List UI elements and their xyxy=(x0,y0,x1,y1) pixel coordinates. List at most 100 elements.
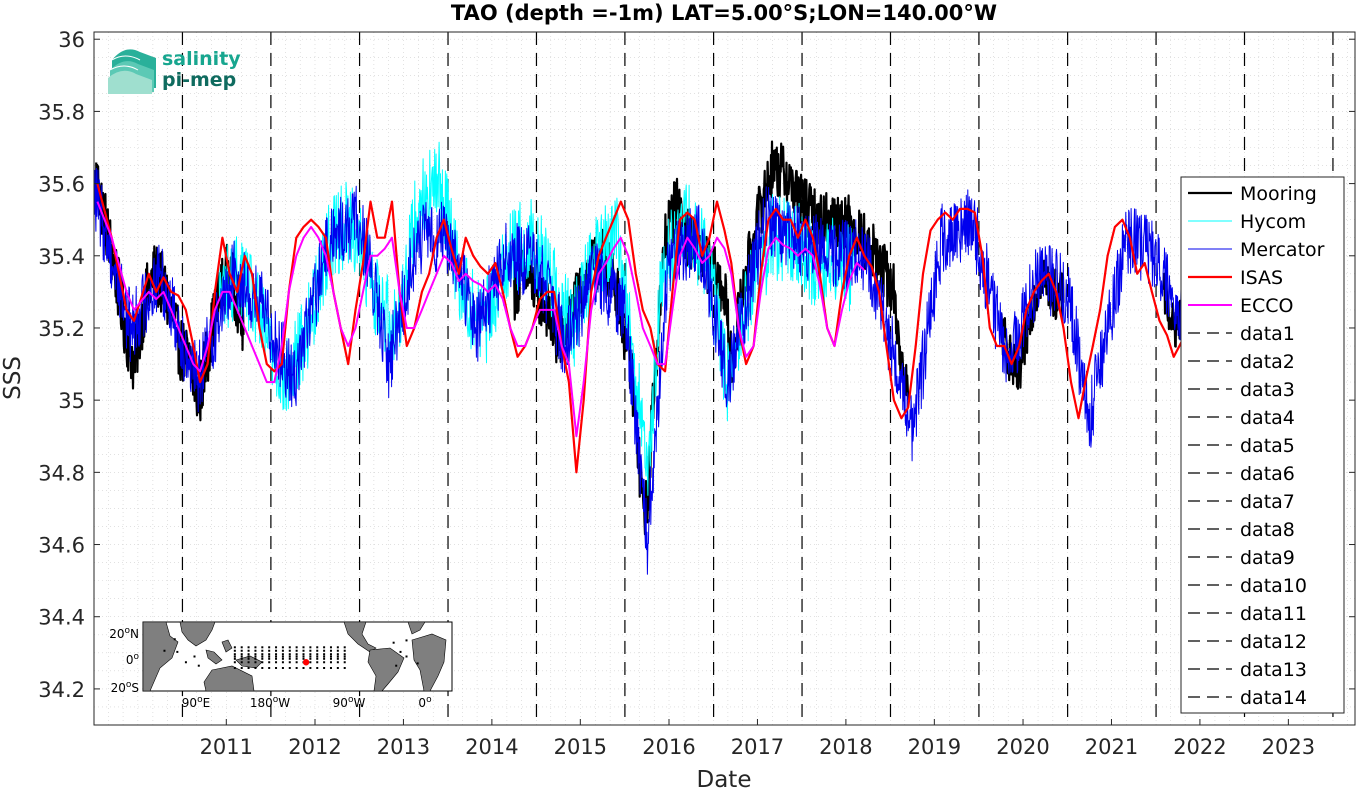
x-tick-label: 2016 xyxy=(642,735,695,759)
mooring-dot xyxy=(233,657,236,660)
inset-lat-label: 20oS xyxy=(111,680,139,695)
mooring-dot xyxy=(392,641,395,644)
mooring-dot xyxy=(329,655,332,658)
legend-label: data6 xyxy=(1240,463,1295,485)
mooring-dot xyxy=(261,646,264,649)
location-inset-map: 20oN 0o 20oS 90oE 180oW 90oW 0o xyxy=(109,621,453,710)
mooring-dot xyxy=(240,667,243,669)
mooring-dot xyxy=(295,661,298,664)
y-tick-label: 35.8 xyxy=(38,100,85,124)
mooring-dot xyxy=(316,653,319,656)
mooring-dot xyxy=(254,667,257,669)
mooring-dot xyxy=(240,657,243,660)
mooring-dot xyxy=(302,646,305,649)
x-tick-label: 2017 xyxy=(731,735,784,759)
y-tick-label: 36 xyxy=(58,28,85,52)
x-tick-label: 2023 xyxy=(1262,735,1315,759)
inset-lon-label: 90oE xyxy=(182,695,210,710)
x-tick-label: 2020 xyxy=(996,735,1049,759)
logo-line2: pi-mep xyxy=(162,69,236,91)
x-tick-label: 2012 xyxy=(288,735,341,759)
mooring-dot xyxy=(302,655,305,658)
mooring-dot xyxy=(316,655,319,658)
mooring-dot xyxy=(329,646,332,649)
x-tick-label: 2014 xyxy=(465,735,518,759)
mooring-dot xyxy=(254,653,257,656)
x-tick-label: 2021 xyxy=(1085,735,1138,759)
mooring-dot xyxy=(275,646,278,649)
waves-logo-icon xyxy=(108,49,156,94)
mooring-dot xyxy=(316,657,319,660)
x-tick-label: 2022 xyxy=(1173,735,1226,759)
mooring-dot xyxy=(268,657,271,660)
mooring-dot xyxy=(309,655,312,658)
mooring-dot xyxy=(336,653,339,656)
mooring-dot xyxy=(275,649,278,652)
mooring-dot xyxy=(281,653,284,656)
legend-label: data1 xyxy=(1240,323,1295,345)
mooring-dot xyxy=(268,646,271,649)
mooring-dot xyxy=(254,655,257,658)
mooring-dot xyxy=(268,649,271,652)
salinity-pimep-logo: salinity pi-mep xyxy=(108,48,241,94)
mooring-dot xyxy=(281,667,284,669)
mooring-dot xyxy=(288,653,291,656)
mooring-dot xyxy=(395,664,398,667)
y-tick-label: 34.6 xyxy=(38,534,85,558)
y-tick-label: 35.4 xyxy=(38,245,85,269)
mooring-dot xyxy=(247,653,250,656)
mooring-dot xyxy=(281,657,284,660)
legend-label: data3 xyxy=(1240,379,1295,401)
mooring-dot xyxy=(261,657,264,660)
x-tick-label: 2015 xyxy=(554,735,607,759)
mooring-dot xyxy=(295,655,298,658)
mooring-dot xyxy=(295,646,298,649)
x-tick-label: 2019 xyxy=(908,735,961,759)
mooring-dot xyxy=(240,655,243,658)
mooring-dot xyxy=(343,655,346,658)
mooring-dot xyxy=(405,655,408,658)
mooring-dot xyxy=(316,667,319,669)
mooring-dot xyxy=(336,667,339,669)
mooring-dot xyxy=(268,655,271,658)
mooring-dot xyxy=(254,649,257,652)
mooring-dot xyxy=(275,667,278,669)
legend-label: data13 xyxy=(1240,659,1307,681)
mooring-dot xyxy=(309,646,312,649)
mooring-dot xyxy=(261,667,264,669)
mooring-dot xyxy=(302,657,305,660)
inset-lon-label: 90oW xyxy=(333,695,366,710)
mooring-dot xyxy=(309,661,312,664)
mooring-dot xyxy=(343,649,346,652)
legend-label: data4 xyxy=(1240,407,1295,429)
mooring-dot xyxy=(405,639,408,642)
mooring-dot xyxy=(309,649,312,652)
mooring-dot xyxy=(281,661,284,664)
mooring-dot xyxy=(247,661,250,664)
legend: Mooring Hycom Mercator ISAS ECCO data1 data2 da… xyxy=(1180,176,1345,714)
mooring-dot xyxy=(261,649,264,652)
mooring-dot xyxy=(309,667,312,669)
mooring-dot xyxy=(193,655,196,658)
mooring-dot xyxy=(268,667,271,669)
legend-label: Hycom xyxy=(1240,211,1306,233)
y-axis-label: SSS xyxy=(0,356,26,400)
legend-label: data14 xyxy=(1240,687,1307,709)
mooring-dot xyxy=(288,646,291,649)
legend-label: data11 xyxy=(1240,603,1307,625)
mooring-dot xyxy=(336,646,339,649)
mooring-dot xyxy=(233,661,236,664)
inset-lon-label: 180oW xyxy=(250,695,290,710)
mooring-dot xyxy=(343,646,346,649)
chart-title: TAO (depth =-1m) LAT=5.00°S;LON=140.00°W xyxy=(451,1,997,25)
mooring-dot xyxy=(323,661,326,664)
mooring-dot xyxy=(323,655,326,658)
mooring-dot xyxy=(302,653,305,656)
mooring-dot xyxy=(399,650,402,653)
mooring-dot xyxy=(233,667,236,669)
mooring-dot xyxy=(309,657,312,660)
mooring-dot xyxy=(247,649,250,652)
y-tick-label: 35.6 xyxy=(38,173,85,197)
mooring-dot xyxy=(329,667,332,669)
